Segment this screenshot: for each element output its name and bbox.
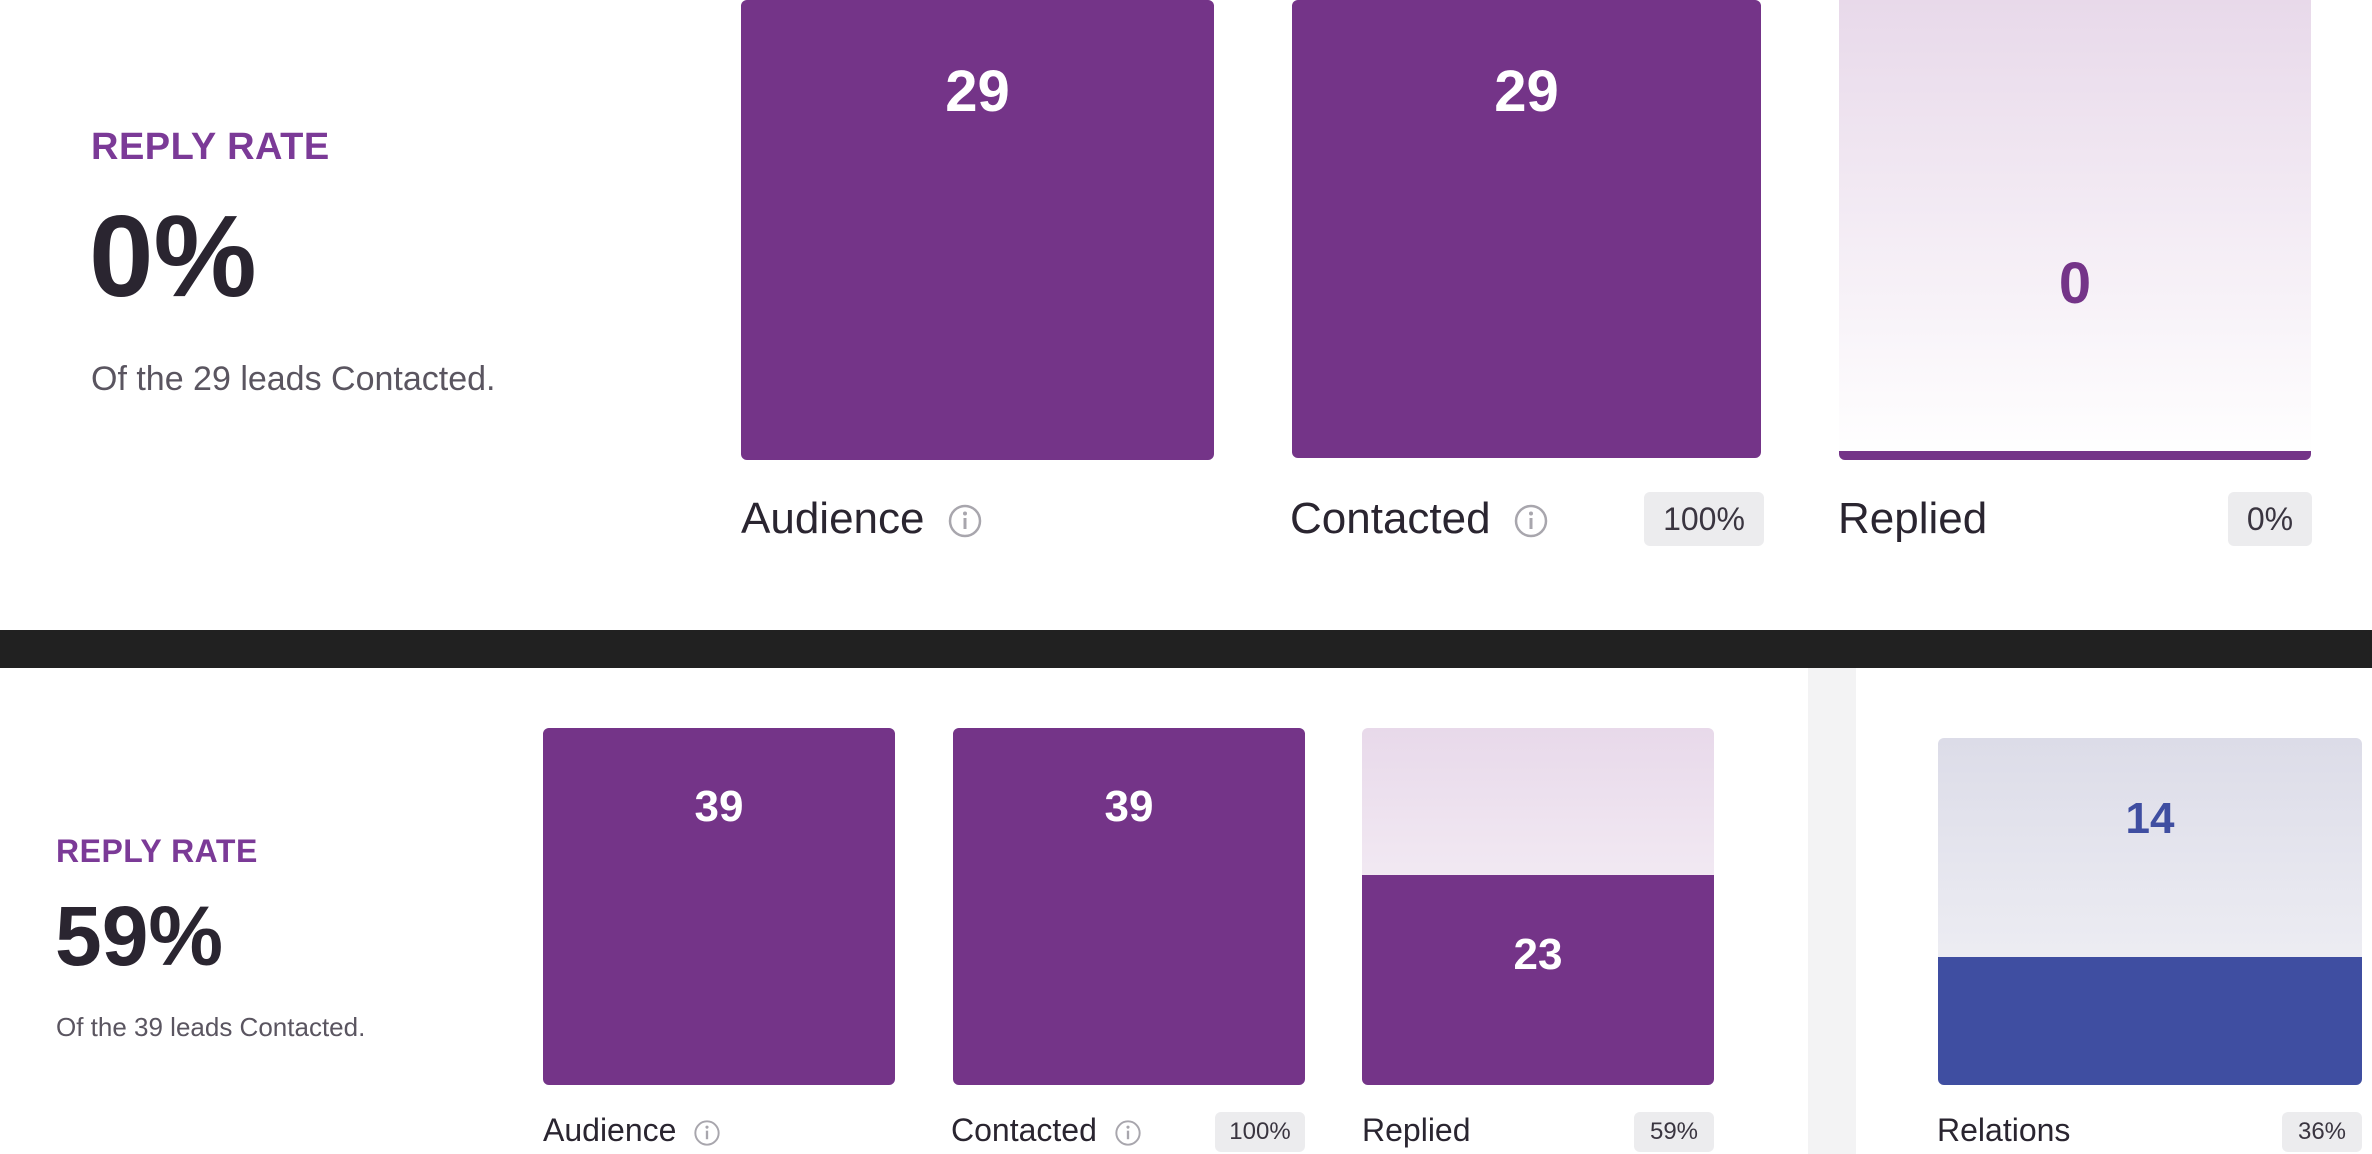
replied-bar-value: 23	[1513, 930, 1563, 979]
contacted-caption: Contacted	[1290, 494, 1549, 544]
contacted-caption-text: Contacted	[1290, 494, 1491, 543]
replied-bar-value: 0	[2058, 251, 2092, 316]
replied-bar-fill	[1362, 875, 1714, 1085]
reply-rate-panel-2: REPLY RATE 59% Of the 39 leads Contacted…	[0, 668, 2372, 1154]
replied-bar-fill	[1839, 451, 2311, 460]
reply-rate-note: Of the 29 leads Contacted.	[91, 360, 496, 398]
replied-bar[interactable]: 23	[1362, 728, 1714, 1085]
audience-caption: Audience	[543, 1112, 721, 1149]
info-circle-icon[interactable]	[1114, 1119, 1142, 1147]
contacted-bar[interactable]: 39	[953, 728, 1305, 1085]
section-separator	[1808, 668, 1856, 1154]
contacted-caption-text: Contacted	[951, 1112, 1097, 1148]
contacted-bar-fill	[953, 728, 1305, 1085]
audience-bar-fill	[543, 728, 895, 1085]
audience-bar[interactable]: 39	[543, 728, 895, 1085]
audience-bar-value: 29	[945, 59, 1010, 124]
reply-rate-label: REPLY RATE	[91, 126, 330, 168]
relations-caption: Relations	[1937, 1112, 2071, 1148]
audience-caption: Audience	[741, 494, 983, 544]
info-circle-icon[interactable]	[947, 503, 983, 539]
info-circle-icon[interactable]	[1513, 503, 1549, 539]
relations-bar-fill	[1938, 957, 2362, 1085]
info-circle-icon[interactable]	[693, 1119, 721, 1147]
reply-rate-note: Of the 39 leads Contacted.	[56, 1012, 366, 1042]
audience-bar-value: 39	[694, 782, 744, 831]
replied-percent-badge: 59%	[1634, 1112, 1714, 1152]
reply-rate-value: 0%	[89, 191, 257, 321]
contacted-bar-value: 39	[1104, 782, 1154, 831]
replied-bar[interactable]: 0	[1839, 0, 2311, 460]
contacted-bar-value: 29	[1494, 59, 1559, 124]
screenshot-divider	[0, 630, 2372, 668]
replied-percent-badge: 0%	[2228, 492, 2312, 546]
relations-percent-badge: 36%	[2282, 1112, 2362, 1152]
replied-caption: Replied	[1362, 1112, 1471, 1148]
contacted-bar-fill	[1292, 0, 1761, 458]
contacted-bar[interactable]: 29	[1292, 0, 1761, 458]
reply-rate-label: REPLY RATE	[56, 833, 258, 869]
relations-bar-value: 14	[2125, 794, 2175, 843]
relations-bar[interactable]: 14	[1938, 738, 2362, 1085]
audience-bar[interactable]: 29	[741, 0, 1214, 460]
audience-caption-text: Audience	[741, 494, 925, 543]
contacted-percent-badge: 100%	[1215, 1112, 1305, 1152]
replied-caption: Replied	[1838, 494, 1988, 543]
contacted-percent-badge: 100%	[1644, 492, 1764, 546]
audience-bar-fill	[741, 0, 1214, 460]
contacted-caption: Contacted	[951, 1112, 1142, 1149]
reply-rate-value: 59%	[55, 889, 224, 983]
audience-caption-text: Audience	[543, 1112, 677, 1148]
reply-rate-panel-1: REPLY RATE 0% Of the 29 leads Contacted.…	[89, 0, 2312, 546]
